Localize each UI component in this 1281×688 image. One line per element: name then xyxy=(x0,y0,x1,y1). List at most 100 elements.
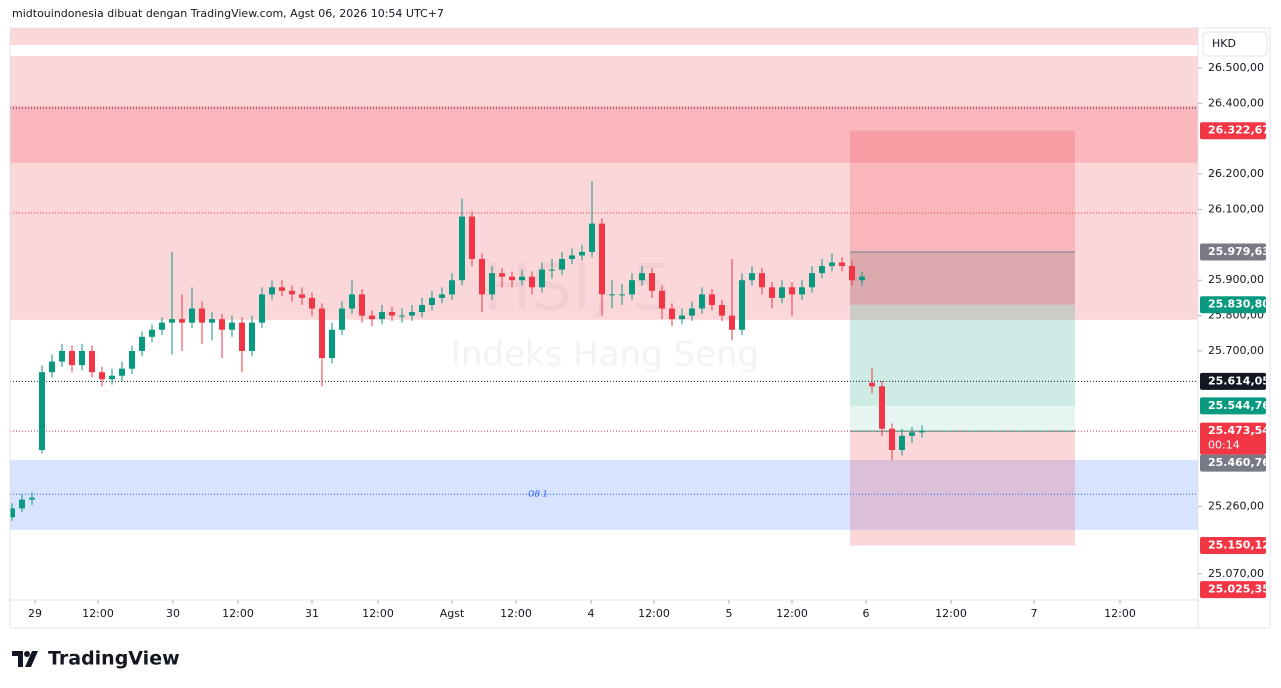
candle-body xyxy=(289,290,295,295)
position-box xyxy=(850,304,1075,406)
x-tick-label: 12:00 xyxy=(776,607,808,620)
candle-body xyxy=(859,276,865,281)
candle-body xyxy=(339,308,345,330)
candle-body xyxy=(599,223,605,295)
currency-box[interactable] xyxy=(1202,31,1268,57)
x-tick-label: 12:00 xyxy=(500,607,532,620)
y-tick-label: 25.900,00 xyxy=(1208,273,1264,286)
candle-body xyxy=(699,294,705,309)
candle-body xyxy=(39,372,45,451)
candle-body xyxy=(779,287,785,298)
x-tick-label: 12:00 xyxy=(1104,607,1136,620)
x-tick-label: 12:00 xyxy=(362,607,394,620)
y-tick-label: 25.260,00 xyxy=(1208,500,1264,513)
position-box xyxy=(850,405,1075,432)
candle-body xyxy=(839,262,845,267)
candle-body xyxy=(89,350,95,373)
candle-body xyxy=(349,294,355,309)
candle-body xyxy=(589,223,595,252)
candle-body xyxy=(459,216,465,281)
candle-body xyxy=(709,294,715,305)
watermark-subtitle: Indeks Hang Seng xyxy=(451,335,759,375)
candle-body xyxy=(359,294,365,316)
zone xyxy=(10,459,1198,530)
x-tick-label: 5 xyxy=(726,607,733,620)
y-tick-label: 25.700,00 xyxy=(1208,344,1264,357)
candle-body xyxy=(10,508,15,518)
price-badge xyxy=(1200,454,1266,472)
y-tick-label: 26.200,00 xyxy=(1208,167,1264,180)
price-badge-label: 25.830,80 xyxy=(1208,298,1270,311)
price-badge xyxy=(1200,581,1266,599)
x-tick-label: 29 xyxy=(28,607,42,620)
candle-body xyxy=(609,294,615,296)
candle-body xyxy=(149,329,155,337)
candle-body xyxy=(59,350,65,362)
candle-body xyxy=(319,308,325,359)
candle-body xyxy=(379,312,385,320)
candle-body xyxy=(739,280,745,330)
price-badge-label: 25.473,54 xyxy=(1208,424,1270,437)
candle-body xyxy=(829,262,835,267)
candle-body xyxy=(399,315,405,317)
candle-body xyxy=(159,322,165,330)
candle-body xyxy=(129,350,135,369)
candle-body xyxy=(489,273,495,295)
y-tick-label: 26.500,00 xyxy=(1208,61,1264,74)
candle-body xyxy=(789,287,795,295)
candle-body xyxy=(209,319,215,323)
candle-body xyxy=(309,297,315,309)
candle-body xyxy=(819,266,825,274)
price-badge xyxy=(1200,536,1266,554)
price-badge xyxy=(1200,372,1266,390)
candle-body xyxy=(659,290,665,309)
price-badge-label: 26.322,67 xyxy=(1208,124,1270,137)
candle-body xyxy=(199,308,205,323)
candle-body xyxy=(519,276,525,281)
x-tick-label: 12:00 xyxy=(82,607,114,620)
candle-body xyxy=(449,280,455,295)
x-tick-label: 31 xyxy=(305,607,319,620)
y-tick-label: 26.400,00 xyxy=(1208,96,1264,109)
candle-body xyxy=(689,308,695,316)
candle-body xyxy=(419,304,425,313)
zone xyxy=(10,28,1198,45)
candle-body xyxy=(99,372,105,380)
candle-body xyxy=(439,294,445,298)
candle-body xyxy=(409,312,415,316)
candle-body xyxy=(909,432,915,436)
x-tick-label: 30 xyxy=(166,607,180,620)
price-badge xyxy=(1200,243,1266,261)
candle-body xyxy=(569,255,575,259)
candle-body xyxy=(579,251,585,256)
candle-body xyxy=(919,431,925,433)
candle-body xyxy=(529,276,535,288)
candle-body xyxy=(219,319,225,330)
price-badge xyxy=(1200,296,1266,314)
x-tick-label: 12:00 xyxy=(222,607,254,620)
candle-body xyxy=(889,428,895,451)
price-badge xyxy=(1200,422,1266,455)
candle-body xyxy=(549,269,555,271)
candle-body xyxy=(49,361,55,373)
position-box xyxy=(850,252,1075,305)
currency: HKD xyxy=(1212,37,1236,50)
candle-body xyxy=(769,287,775,298)
position-box xyxy=(850,431,1075,546)
candle-body xyxy=(539,269,545,288)
candle-body xyxy=(299,294,305,298)
candle-body xyxy=(559,258,565,270)
candle-body xyxy=(429,297,435,305)
candle-body xyxy=(849,266,855,281)
price-badge xyxy=(1200,122,1266,140)
candle-body xyxy=(809,273,815,288)
price-badge-label: 25.614,05 xyxy=(1208,374,1270,387)
price-badge-label: 25.544,76 xyxy=(1208,399,1270,412)
candle-body xyxy=(669,308,675,320)
candle-body xyxy=(119,368,125,376)
candle-body xyxy=(329,329,335,359)
candle-body xyxy=(179,319,185,323)
candle-body xyxy=(869,382,875,387)
